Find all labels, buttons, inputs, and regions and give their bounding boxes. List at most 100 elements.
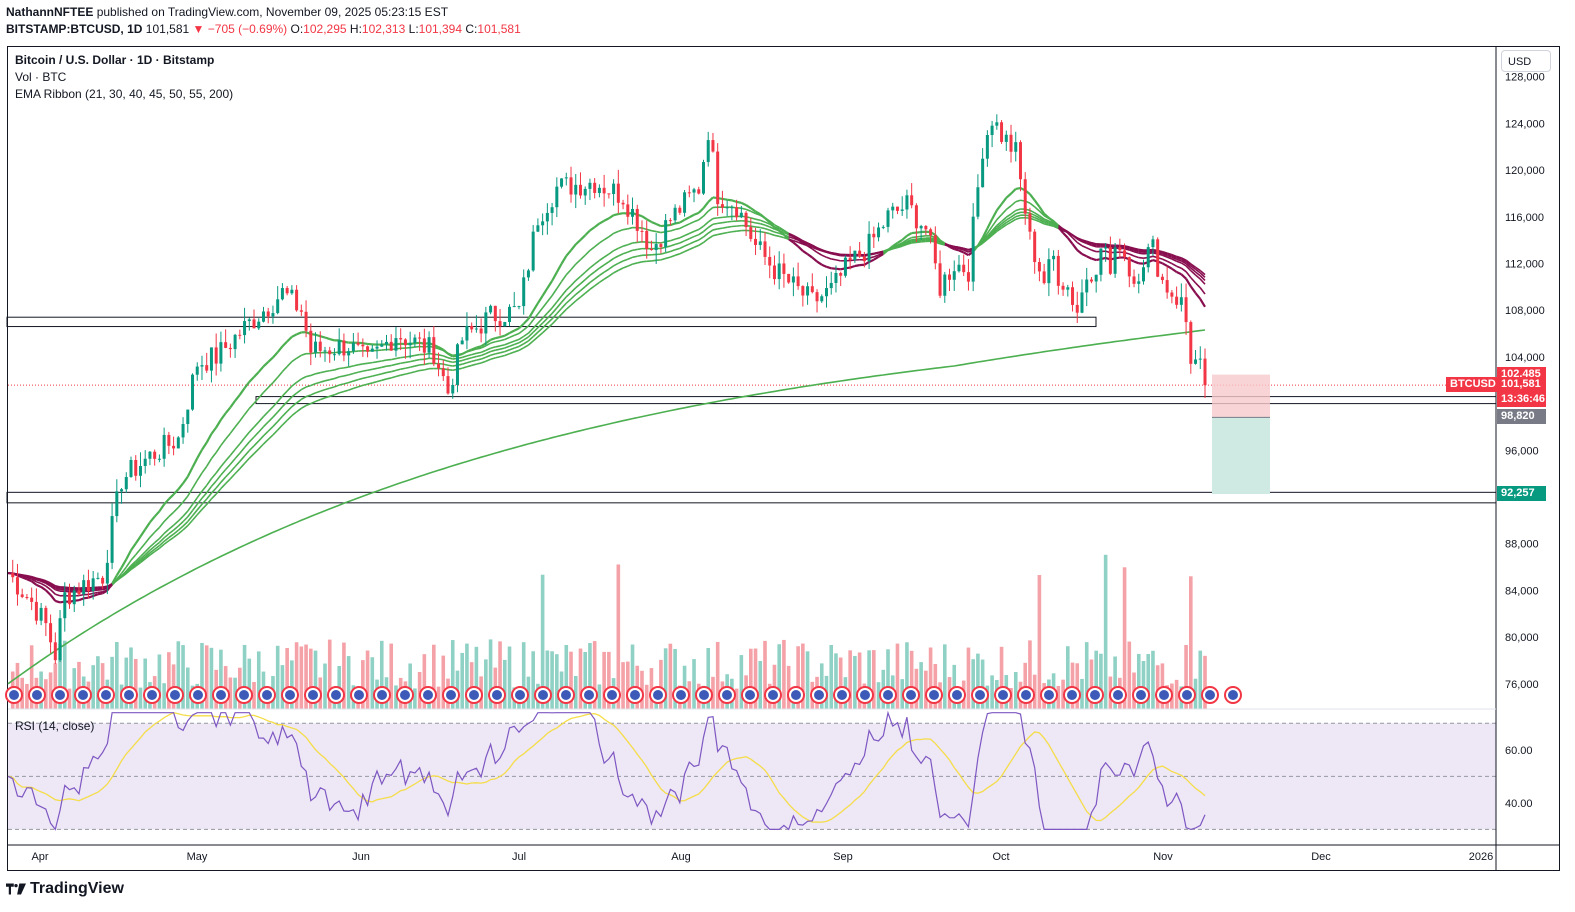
ema-segment xyxy=(182,495,189,503)
volume-bar xyxy=(290,660,294,709)
volume-bar xyxy=(143,658,148,709)
ema-segment xyxy=(1029,202,1036,208)
ema-segment xyxy=(949,245,955,251)
volume-bar xyxy=(829,644,834,709)
ema-segment xyxy=(414,369,420,373)
candle-body xyxy=(872,233,876,238)
ema-segment xyxy=(173,525,179,531)
rsi-legend[interactable]: RSI (14, close) xyxy=(15,719,95,733)
ema-legend[interactable]: EMA Ribbon (21, 30, 40, 45, 50, 55, 200) xyxy=(15,87,234,101)
ema-segment xyxy=(291,392,298,398)
ema-segment xyxy=(792,241,799,248)
rsi-tick-label: 40.00 xyxy=(1505,798,1533,810)
candle-body xyxy=(843,257,847,276)
ema-segment xyxy=(409,359,416,363)
ema-segment xyxy=(878,251,884,254)
ema-segment xyxy=(1010,201,1017,207)
candle-body xyxy=(858,250,862,257)
ema-segment xyxy=(896,238,903,244)
chart-title[interactable]: Bitcoin / U.S. Dollar · 1D · Bitstamp xyxy=(15,53,215,67)
ema-segment xyxy=(296,354,302,359)
ema-segment xyxy=(527,331,534,338)
volume-bar xyxy=(649,668,654,709)
ema-segment xyxy=(674,221,681,225)
ema-segment xyxy=(291,357,298,363)
ema-segment xyxy=(447,364,453,367)
candle-body xyxy=(815,292,819,302)
ema-segment xyxy=(769,229,775,233)
ema-segment xyxy=(362,362,368,365)
chart-frame xyxy=(7,46,1560,871)
ema-segment xyxy=(518,339,525,344)
author-name[interactable]: NathannNFTEE xyxy=(6,5,94,19)
candle-body xyxy=(200,365,204,367)
ema-segment xyxy=(353,386,359,390)
ema-segment xyxy=(646,218,653,223)
volume-bar xyxy=(53,663,58,709)
ema-segment xyxy=(215,474,222,482)
ema-segment xyxy=(466,349,472,353)
ema-segment xyxy=(542,317,548,324)
ema-segment xyxy=(476,362,482,365)
ema-segment xyxy=(504,353,510,357)
ema-segment xyxy=(381,371,387,375)
candle-body xyxy=(862,256,866,262)
ema-segment xyxy=(1081,253,1088,258)
ema-segment xyxy=(272,401,279,408)
footer-brand[interactable]: TradingView xyxy=(6,880,124,898)
candle-body xyxy=(526,270,530,278)
ema-segment xyxy=(532,336,539,342)
ema-segment xyxy=(1124,246,1130,250)
candle-body xyxy=(1009,134,1013,152)
ema-segment xyxy=(877,253,884,258)
ema-segment xyxy=(480,342,487,348)
ema-segment xyxy=(1176,271,1182,276)
ema-segment xyxy=(490,346,496,350)
ema-segment xyxy=(873,252,879,255)
volume-legend[interactable]: Vol · BTC xyxy=(15,70,67,84)
ema-segment xyxy=(480,345,487,349)
candle-body xyxy=(1075,304,1079,313)
ema-segment xyxy=(334,367,340,371)
volume-bar xyxy=(564,644,569,709)
ema-segment xyxy=(541,287,549,297)
ema-segment xyxy=(329,369,335,372)
candle-body xyxy=(1089,279,1093,282)
event-flag-dot xyxy=(538,690,548,700)
candle-body xyxy=(86,580,90,592)
ema-segment xyxy=(296,407,302,413)
ema-segment xyxy=(570,280,577,287)
ema-segment xyxy=(466,353,472,357)
ema-segment xyxy=(821,254,827,259)
price-change: −705 (−0.69%) xyxy=(207,22,288,36)
ema-segment xyxy=(660,246,666,250)
ema-segment xyxy=(400,356,406,359)
ema-segment xyxy=(613,255,619,260)
ema-segment xyxy=(1180,257,1187,261)
ema-segment xyxy=(163,498,170,506)
volume-bar xyxy=(853,655,857,709)
ema-segment xyxy=(206,478,213,486)
ema-segment xyxy=(608,214,615,220)
candle-body xyxy=(758,241,762,245)
ema-segment xyxy=(173,529,179,535)
ema-segment xyxy=(106,582,113,587)
ema-segment xyxy=(36,577,42,581)
ema-segment xyxy=(163,533,170,539)
ema-segment xyxy=(551,313,558,320)
ema-segment xyxy=(821,250,827,253)
volume-bar xyxy=(1113,656,1117,709)
ema-segment xyxy=(215,488,222,495)
ema-segment xyxy=(584,281,591,288)
currency-button[interactable]: USD xyxy=(1501,50,1551,72)
ema-segment xyxy=(154,547,160,553)
candle-body xyxy=(1175,296,1179,305)
price-label-entry: 98,820 xyxy=(1497,409,1546,425)
ema-segment xyxy=(670,228,676,232)
ema-segment xyxy=(187,519,194,527)
ema-segment xyxy=(1091,244,1097,248)
ema-segment xyxy=(405,360,411,364)
ema-segment xyxy=(509,334,515,339)
ema-segment xyxy=(741,207,747,211)
